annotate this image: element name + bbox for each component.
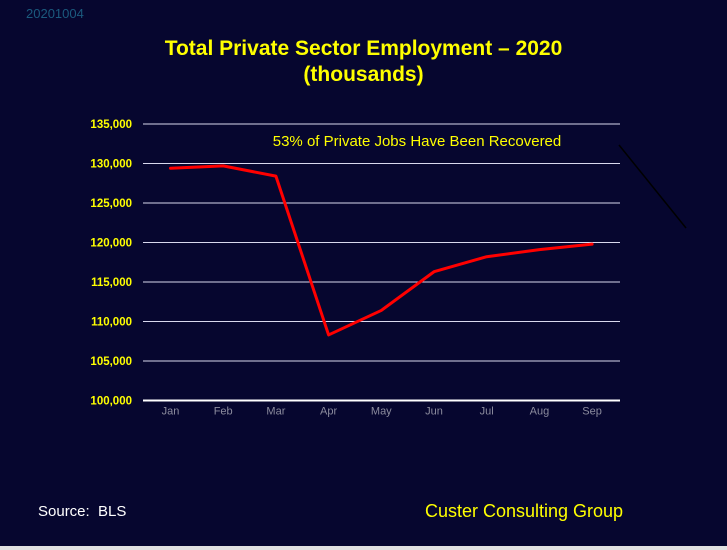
- y-tick-label: 130,000: [90, 159, 132, 171]
- bottom-edge-strip: [0, 546, 727, 550]
- y-tick-label: 100,000: [90, 396, 132, 408]
- x-tick-label: May: [371, 406, 392, 418]
- x-tick-label: Feb: [214, 406, 233, 418]
- x-tick-label: Jan: [162, 406, 180, 418]
- y-tick-label: 110,000: [91, 317, 132, 329]
- chart-title-line1: Total Private Sector Employment – 2020: [164, 37, 563, 60]
- y-tick-label: 115,000: [91, 277, 132, 289]
- employment-series-line: [169, 164, 594, 337]
- y-tick-label: 125,000: [90, 198, 132, 210]
- x-tick-label: Jun: [425, 406, 443, 418]
- x-tick-label: Apr: [320, 406, 337, 418]
- x-tick-label: Mar: [266, 406, 285, 418]
- chart-title: Total Private Sector Employment – 2020 (…: [0, 36, 727, 88]
- x-tick-label: Sep: [582, 406, 602, 418]
- x-tick-label: Jul: [480, 406, 494, 418]
- chart-title-line2: (thousands): [303, 63, 424, 86]
- timestamp: 20201004: [26, 6, 84, 21]
- footer-brand: Custer Consulting Group: [424, 501, 624, 521]
- diagonal-line-annotation: [618, 144, 687, 229]
- y-tick-label: 105,000: [90, 356, 132, 368]
- recovery-annotation: 53% of Private Jobs Have Been Recovered: [272, 133, 562, 150]
- source-label: Source: BLS: [38, 503, 127, 520]
- y-tick-label: 120,000: [90, 238, 132, 250]
- x-tick-label: Aug: [530, 406, 550, 418]
- y-tick-label: 135,000: [90, 119, 132, 131]
